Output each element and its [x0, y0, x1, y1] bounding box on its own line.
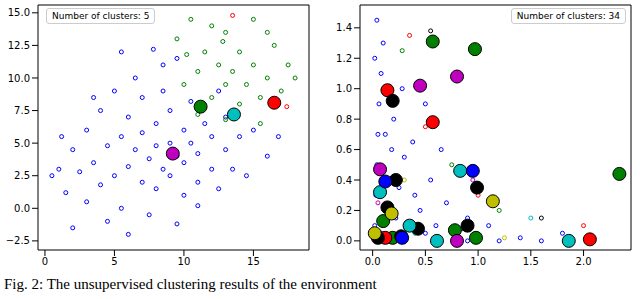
svg-text:15: 15	[247, 256, 260, 267]
svg-text:1.5: 1.5	[523, 256, 539, 267]
svg-text:5.0: 5.0	[14, 138, 30, 149]
html-text:Number of clusters: 5: Number of clusters: 5	[52, 11, 150, 21]
svg-text:0.5: 0.5	[417, 256, 433, 267]
svg-text:0: 0	[42, 256, 48, 267]
svg-text:2.5: 2.5	[14, 170, 30, 181]
svg-text:0.0: 0.0	[14, 203, 30, 214]
svg-text:0.6: 0.6	[336, 144, 352, 155]
html-text:Fig. 2: The unsupervised clust: Fig. 2: The unsupervised clustering resu…	[4, 276, 377, 292]
svg-text:1.0: 1.0	[336, 83, 352, 94]
svg-text:5: 5	[111, 256, 117, 267]
svg-text:1.4: 1.4	[336, 22, 352, 33]
svg-text:1.0: 1.0	[470, 256, 486, 267]
svg-text:−2.5: −2.5	[8, 235, 30, 246]
svg-text:0.4: 0.4	[336, 175, 352, 186]
svg-text:0.2: 0.2	[336, 205, 352, 216]
svg-text:0.0: 0.0	[336, 235, 352, 246]
svg-text:1.2: 1.2	[336, 53, 352, 64]
svg-text:7.5: 7.5	[14, 105, 30, 116]
html-text:Number of clusters: 34: Number of clusters: 34	[516, 11, 620, 21]
svg-text:10: 10	[178, 256, 191, 267]
svg-text:15.0: 15.0	[8, 7, 30, 18]
svg-text:2.0: 2.0	[576, 256, 592, 267]
svg-text:0.8: 0.8	[336, 114, 352, 125]
svg-text:10.0: 10.0	[8, 73, 30, 84]
svg-text:12.5: 12.5	[8, 40, 30, 51]
svg-text:0.0: 0.0	[365, 256, 381, 267]
